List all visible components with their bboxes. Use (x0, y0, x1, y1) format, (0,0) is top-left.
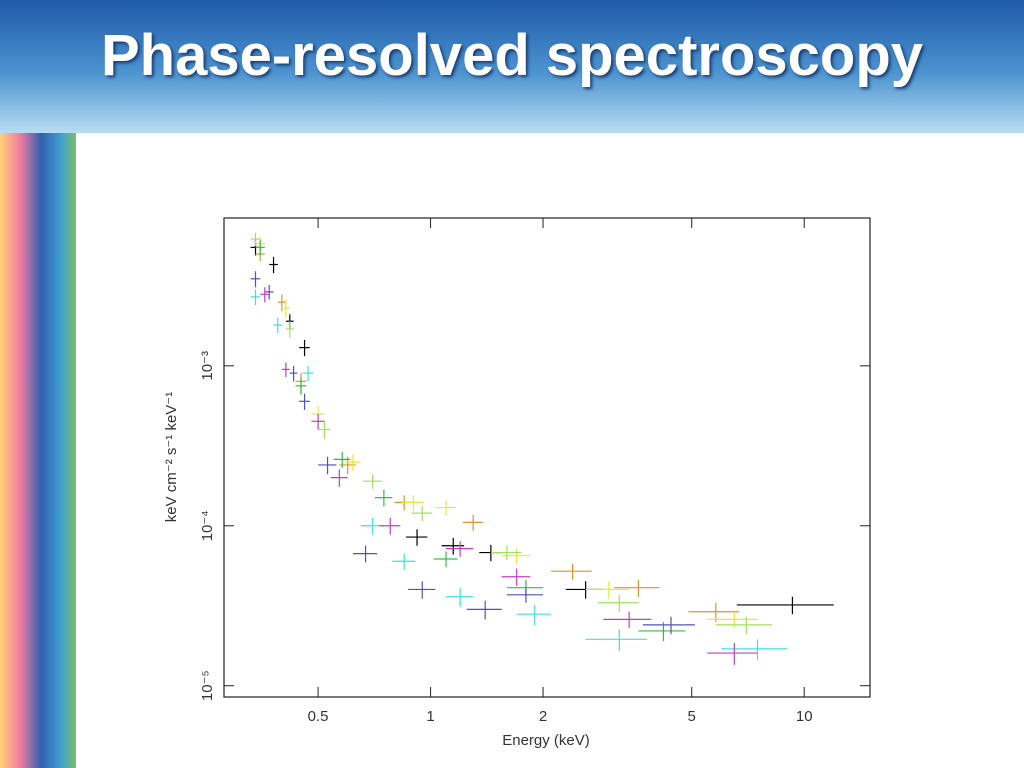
x-axis-label: Energy (keV) (502, 732, 590, 749)
x-tick-label: 5 (688, 708, 696, 725)
y-axis-label: keV cm⁻² s⁻¹ keV⁻¹ (163, 392, 180, 522)
x-tick-label: 2 (539, 708, 547, 725)
y-tick-label: 10⁻⁵ (199, 670, 216, 701)
content-panel (76, 133, 1024, 768)
y-tick-label: 10⁻³ (199, 351, 216, 381)
x-tick-label: 10 (796, 708, 813, 725)
plot-frame (223, 217, 871, 698)
slide-title: Phase-resolved spectroscopy (100, 23, 924, 88)
y-tick-label: 10⁻⁴ (199, 510, 216, 541)
x-tick-label: 1 (426, 708, 434, 725)
x-tick-label: 0.5 (308, 708, 329, 725)
header-band (0, 0, 1024, 133)
